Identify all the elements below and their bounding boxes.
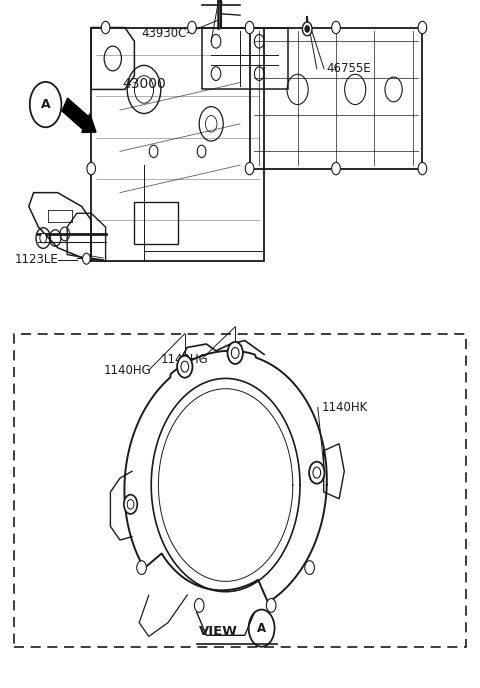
Circle shape	[101, 21, 110, 34]
Circle shape	[302, 22, 312, 36]
Text: 43930C: 43930C	[142, 27, 187, 39]
Text: A: A	[41, 98, 50, 111]
Text: 43000: 43000	[122, 77, 166, 91]
Circle shape	[245, 21, 254, 34]
Circle shape	[305, 561, 314, 574]
Circle shape	[418, 21, 427, 34]
Circle shape	[137, 561, 146, 574]
Circle shape	[228, 342, 243, 364]
Circle shape	[40, 233, 47, 243]
Circle shape	[149, 145, 158, 158]
Circle shape	[305, 25, 310, 32]
Circle shape	[124, 495, 137, 514]
Circle shape	[197, 145, 206, 158]
Circle shape	[309, 462, 324, 484]
Circle shape	[245, 162, 254, 175]
Text: 1140HK: 1140HK	[322, 401, 368, 413]
Circle shape	[83, 253, 90, 264]
Circle shape	[332, 21, 340, 34]
Bar	[134, 202, 178, 244]
FancyArrow shape	[62, 98, 96, 133]
Bar	[14, 334, 466, 647]
Text: 1140HG: 1140HG	[161, 353, 208, 365]
Text: 1140HG: 1140HG	[103, 364, 151, 376]
Circle shape	[188, 21, 196, 34]
Text: A: A	[257, 622, 266, 634]
Circle shape	[418, 162, 427, 175]
Circle shape	[87, 162, 96, 175]
Circle shape	[177, 356, 192, 378]
Circle shape	[332, 162, 340, 175]
Text: 1123LE: 1123LE	[14, 253, 58, 266]
Circle shape	[266, 599, 276, 612]
Text: 46755E: 46755E	[326, 63, 371, 75]
Text: VIEW: VIEW	[199, 625, 238, 638]
Circle shape	[194, 599, 204, 612]
